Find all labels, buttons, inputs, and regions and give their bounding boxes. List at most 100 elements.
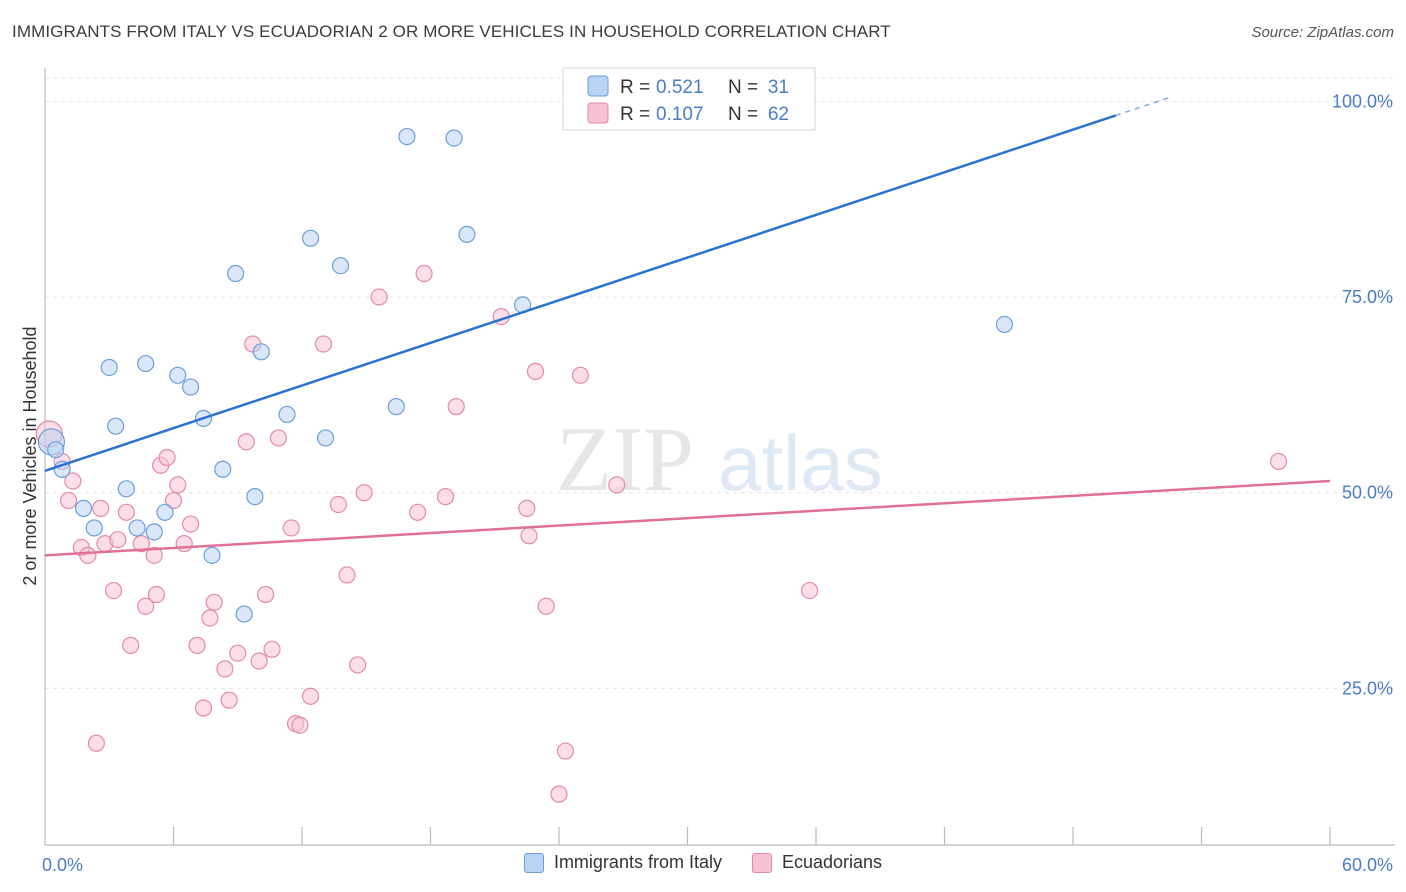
point-ecuadorian	[520, 527, 538, 545]
point-italy	[85, 519, 103, 537]
point-ecuadorian	[92, 499, 110, 517]
y-tick-label: 25.0%	[1342, 678, 1393, 698]
point-ecuadorian	[301, 687, 320, 705]
point-italy	[100, 358, 118, 377]
point-italy	[74, 499, 93, 517]
point-ecuadorian	[194, 699, 213, 717]
point-ecuadorian	[571, 366, 590, 384]
point-ecuadorian	[269, 429, 288, 447]
point-ecuadorian	[314, 335, 333, 353]
point-ecuadorian	[158, 448, 176, 467]
point-ecuadorian	[291, 716, 309, 734]
point-ecuadorian	[800, 581, 819, 600]
point-italy	[458, 225, 476, 243]
legend-box: R = 0.521 N = 31 R = 0.107 N = 62	[562, 67, 816, 131]
legend-swatch-blue	[523, 852, 544, 873]
point-italy	[169, 366, 187, 384]
point-ecuadorian	[122, 636, 140, 654]
legend-r-label: R =	[620, 77, 650, 98]
point-ecuadorian	[220, 691, 238, 709]
x-tick-label: 60.0%	[1342, 855, 1393, 875]
watermark-zip: ZIP	[556, 408, 694, 510]
legend-item-ecuadorians[interactable]: Ecuadorians	[751, 852, 882, 873]
y-tick-label: 100.0%	[1332, 91, 1393, 111]
point-italy	[214, 460, 232, 478]
legend-r-label: R =	[620, 104, 650, 125]
x-tick-label: 0.0%	[42, 855, 83, 875]
point-ecuadorian	[79, 546, 97, 564]
points-layer	[35, 127, 1288, 803]
point-ecuadorian	[104, 581, 123, 600]
point-ecuadorian	[250, 652, 268, 670]
point-ecuadorian	[229, 644, 247, 662]
legend-box-swatch	[587, 102, 609, 124]
point-italy	[301, 229, 320, 247]
point-ecuadorian	[175, 535, 193, 553]
point-ecuadorian	[550, 785, 568, 803]
point-ecuadorian	[117, 503, 135, 521]
point-ecuadorian	[182, 515, 200, 533]
legend-n-value: 62	[768, 104, 789, 125]
chart-title: IMMIGRANTS FROM ITALY VS ECUADORIAN 2 OR…	[12, 22, 891, 41]
watermark: ZIP atlas	[556, 408, 883, 510]
point-italy	[445, 129, 463, 147]
point-italy	[156, 503, 174, 521]
point-italy	[227, 264, 245, 283]
point-ecuadorian	[216, 660, 234, 678]
point-italy	[246, 488, 264, 506]
point-italy	[278, 405, 296, 424]
point-ecuadorian	[556, 742, 575, 760]
trend-line-italy	[44, 114, 1117, 472]
legend-label-italy: Immigrants from Italy	[553, 852, 722, 872]
point-ecuadorian	[109, 531, 127, 549]
y-axis-label: 2 or more Vehicles in Household	[20, 326, 40, 585]
point-ecuadorian	[137, 597, 155, 615]
y-tick-label: 75.0%	[1342, 287, 1393, 307]
point-italy	[137, 354, 155, 373]
legend-item-italy[interactable]: Immigrants from Italy	[523, 852, 722, 873]
trend-line-italy-extension	[1115, 96, 1170, 117]
point-ecuadorian	[526, 362, 545, 380]
point-ecuadorian	[518, 499, 536, 517]
point-ecuadorian	[1269, 452, 1288, 471]
point-italy	[47, 441, 65, 459]
point-ecuadorian	[132, 535, 150, 553]
source-label: Source: ZipAtlas.com	[1251, 24, 1394, 41]
point-ecuadorian	[256, 585, 275, 604]
point-ecuadorian	[608, 476, 626, 494]
point-ecuadorian	[59, 491, 78, 510]
point-italy	[995, 315, 1014, 334]
point-ecuadorian	[436, 488, 455, 506]
point-italy	[128, 519, 146, 537]
legend-n-label: N =	[728, 104, 758, 125]
point-italy	[117, 480, 135, 498]
point-italy	[387, 398, 405, 416]
point-ecuadorian	[169, 476, 187, 494]
point-ecuadorian	[329, 495, 348, 514]
trend-line-ecuadorians	[44, 479, 1331, 557]
point-ecuadorian	[537, 597, 555, 615]
point-ecuadorian	[237, 433, 255, 451]
point-italy	[235, 605, 253, 623]
legend-box-swatch	[587, 75, 609, 97]
legend-r-value: 0.521	[656, 77, 704, 98]
point-italy	[398, 127, 416, 146]
point-ecuadorian	[188, 636, 206, 654]
point-italy	[203, 546, 221, 564]
legend-n-value: 31	[768, 77, 789, 98]
point-ecuadorian	[201, 609, 219, 627]
point-ecuadorian	[87, 734, 106, 752]
bottom-legend: Immigrants from Italy Ecuadorians	[0, 852, 1406, 873]
point-ecuadorian	[338, 566, 356, 584]
point-italy	[316, 429, 335, 447]
point-italy	[331, 257, 350, 275]
point-ecuadorian	[349, 656, 367, 674]
point-ecuadorian	[263, 640, 281, 658]
point-italy	[107, 417, 125, 435]
axes-layer: 25.0% 50.0% 75.0% 100.0% 0.0% 60.0%	[42, 68, 1395, 875]
point-ecuadorian	[147, 585, 165, 604]
point-ecuadorian	[145, 546, 163, 564]
watermark-atlas: atlas	[718, 419, 883, 507]
point-italy	[252, 343, 270, 361]
